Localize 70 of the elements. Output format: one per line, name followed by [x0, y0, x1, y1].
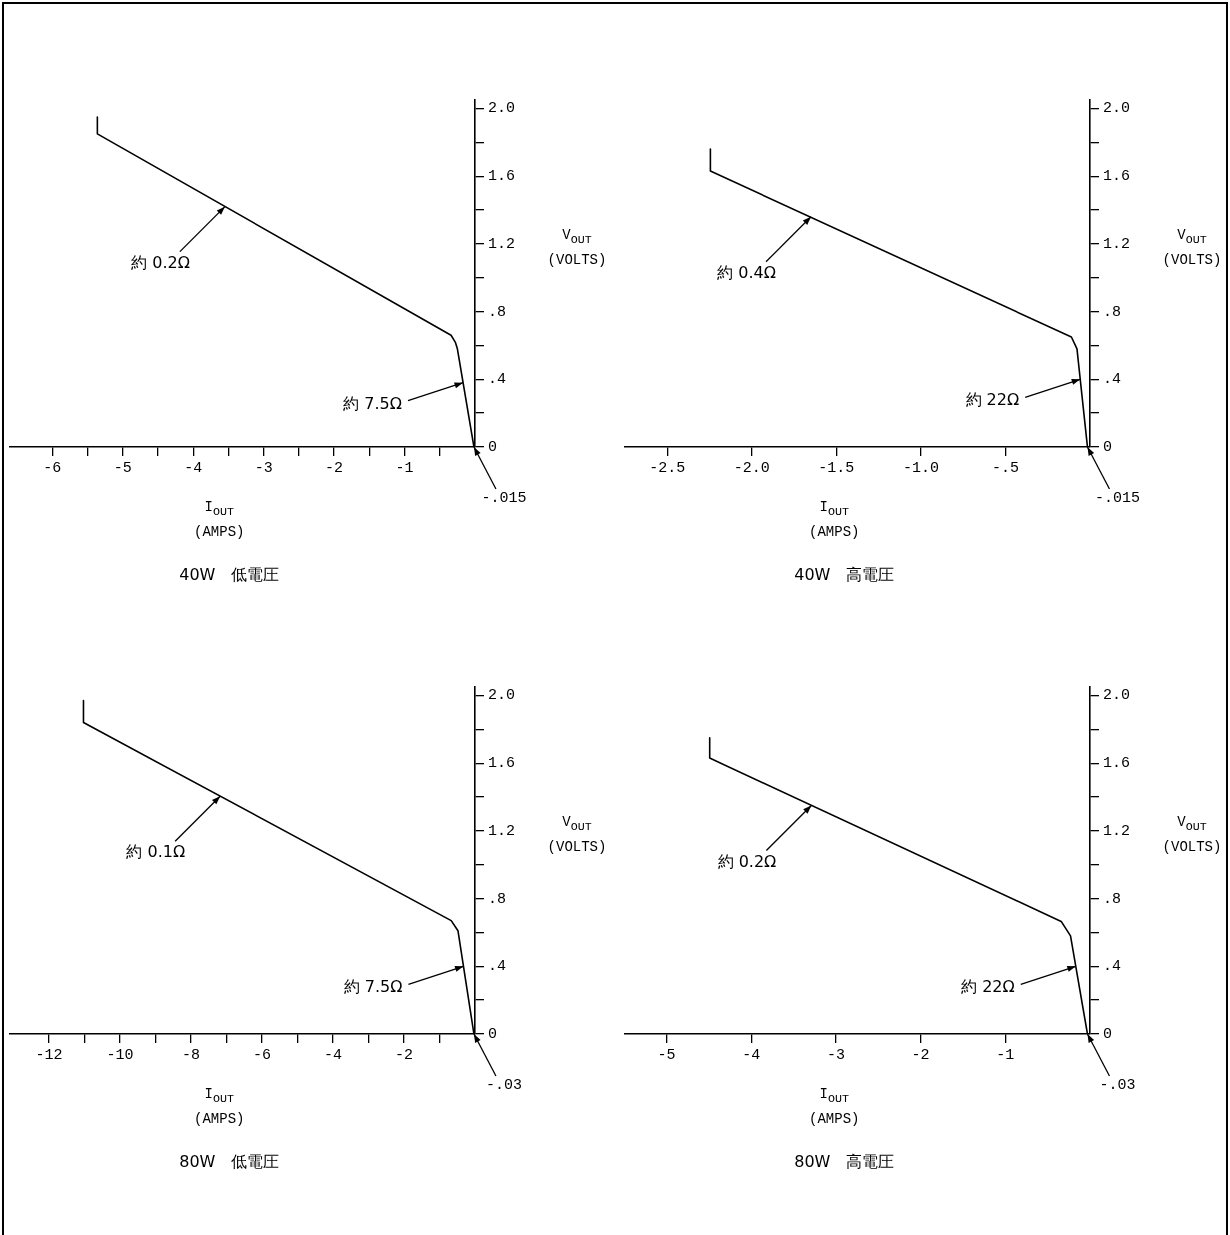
x-tick-label: -1 [996, 1046, 1015, 1064]
x-tick-label: -8 [182, 1046, 201, 1064]
y-axis-title: V$_{OUT}$ (VOLTS) [546, 812, 608, 857]
x-tick-label: -2 [911, 1046, 930, 1064]
y-tick-label: 2.0 [1103, 100, 1131, 118]
text: 80W 低電圧 [179, 1152, 280, 1173]
annotation: -.015 [1094, 490, 1140, 508]
y-tick-label: 0 [1103, 438, 1113, 456]
x-tick-label: -4 [324, 1046, 343, 1064]
x-tick-label: -1.0 [902, 459, 939, 477]
annotation: -.015 [481, 490, 527, 508]
y-tick-label: .4 [488, 958, 507, 976]
y-tick-label: 0 [488, 438, 498, 456]
x-tick-label: -2 [325, 459, 344, 477]
annotation: 約 22Ω [965, 390, 1020, 410]
x-tick-label: -10 [106, 1046, 134, 1064]
x-axis-title: I$_{OUT}$ (AMPS) [193, 1085, 246, 1129]
x-tick-label: -3 [254, 459, 273, 477]
x-tick-label: -4 [184, 459, 203, 477]
x-tick-label: -6 [43, 459, 62, 477]
y-tick-label: .4 [1103, 371, 1122, 389]
x-tick-label: -1 [395, 459, 414, 477]
x-tick-label: -3 [826, 1046, 845, 1064]
y-tick-label: .8 [488, 890, 507, 908]
x-axis-title: I$_{OUT}$ (AMPS) [808, 498, 861, 542]
x-tick-label: -6 [253, 1046, 272, 1064]
y-tick-label: 1.2 [1103, 235, 1131, 253]
x-tick-label: -5 [113, 459, 132, 477]
y-tick-label: 1.6 [488, 755, 516, 773]
y-tick-label: 1.6 [488, 168, 516, 186]
annotation: 約 0.4Ω [717, 262, 776, 282]
text: 80W 高電圧 [794, 1152, 895, 1173]
annotation: 約 7.5Ω [343, 393, 403, 413]
x-tick-label: -2 [395, 1046, 414, 1064]
x-tick-label: -2.5 [649, 459, 686, 477]
y-axis-title: V$_{OUT}$ (VOLTS) [1161, 812, 1223, 857]
text: 40W 高電圧 [794, 565, 895, 586]
text: 40W 低電圧 [179, 565, 280, 586]
annotation: 約 22Ω [961, 977, 1015, 997]
x-tick-label: -12 [35, 1046, 63, 1064]
y-tick-label: 0 [1103, 1025, 1113, 1043]
annotation: 約 0.2Ω [131, 252, 190, 272]
y-tick-label: .8 [1103, 890, 1122, 908]
x-axis-title: I$_{OUT}$ (AMPS) [808, 1085, 861, 1129]
y-tick-label: 0 [488, 1025, 498, 1043]
y-tick-label: .8 [1103, 303, 1122, 321]
annotation: 約 0.2Ω [717, 851, 777, 871]
annotation: -.03 [1099, 1077, 1136, 1095]
y-tick-label: 1.6 [1103, 755, 1131, 773]
x-axis-title: I$_{OUT}$ (AMPS) [193, 498, 246, 542]
y-tick-label: 1.2 [488, 235, 516, 253]
y-tick-label: .4 [488, 371, 507, 389]
y-tick-label: .8 [488, 303, 507, 321]
y-axis-title: V$_{OUT}$ (VOLTS) [1161, 225, 1223, 270]
y-tick-label: 1.2 [488, 822, 516, 840]
y-tick-label: 2.0 [488, 100, 516, 118]
annotation: 約 7.5Ω [343, 977, 403, 997]
y-tick-label: .4 [1103, 958, 1122, 976]
y-tick-label: 2.0 [1103, 687, 1131, 705]
y-tick-label: 2.0 [488, 687, 516, 705]
x-tick-label: -5 [657, 1046, 676, 1064]
x-tick-label: -1.5 [818, 459, 855, 477]
x-tick-label: -4 [742, 1046, 761, 1064]
annotation: -.03 [485, 1077, 522, 1095]
y-axis-title: V$_{OUT}$ (VOLTS) [546, 225, 608, 270]
x-tick-label: -2.0 [733, 459, 770, 477]
x-tick-label: -.5 [991, 459, 1019, 477]
y-tick-label: 1.6 [1103, 168, 1131, 186]
annotation: 約 0.1Ω [126, 842, 186, 862]
y-tick-label: 1.2 [1103, 822, 1131, 840]
